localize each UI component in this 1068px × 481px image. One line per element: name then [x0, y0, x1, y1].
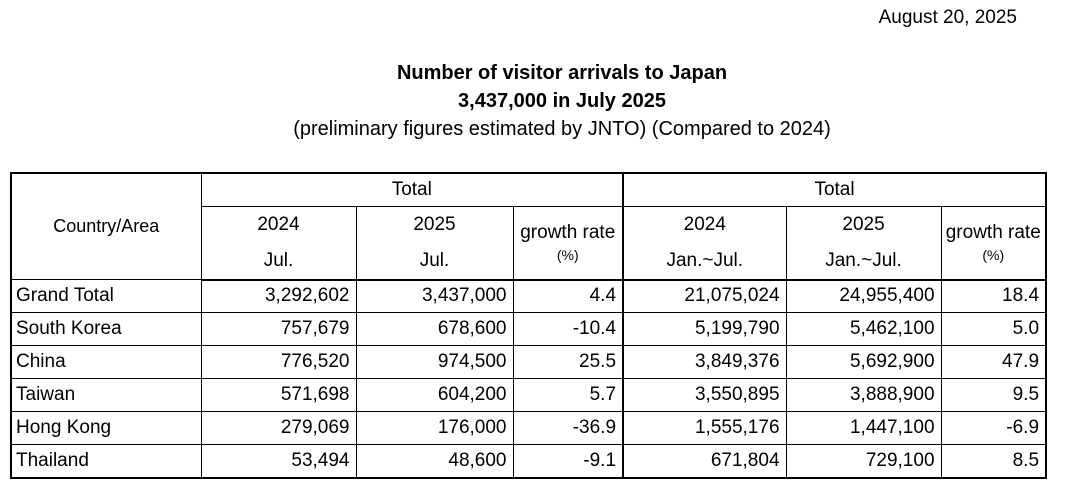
cell-growth-jul: -36.9	[512, 411, 625, 445]
header-group1-total: Total	[200, 172, 625, 207]
cell-jan-jul-2024: 3,849,376	[622, 345, 787, 379]
header-2025-jan-jul-period: Jan.~Jul.	[825, 249, 902, 271]
table-row-hong-kong: Hong Kong 279,069 176,000 -36.9 1,555,17…	[10, 411, 1047, 445]
title-block: Number of visitor arrivals to Japan 3,43…	[56, 59, 1068, 143]
title-line-3: (preliminary figures estimated by JNTO) …	[293, 118, 831, 140]
cell-country: Taiwan	[10, 378, 202, 412]
cell-growth-jul: 25.5	[512, 345, 625, 379]
cell-jan-jul-2025: 1,447,100	[785, 411, 942, 445]
cell-country: Grand Total	[10, 279, 202, 313]
table-row-taiwan: Taiwan 571,698 604,200 5.7 3,550,895 3,8…	[10, 378, 1047, 412]
cell-jan-jul-2024: 1,555,176	[622, 411, 787, 445]
header-2024-jul-text: 2024 Jul.	[202, 207, 355, 278]
cell-growth-jul: 4.4	[512, 279, 625, 313]
header-growth-rate-jul: growth rate (%)	[512, 205, 625, 281]
header-2024-jan-jul-year: 2024	[683, 213, 726, 235]
table-row-grand-total: Grand Total 3,292,602 3,437,000 4.4 21,0…	[10, 279, 1047, 313]
cell-jul-2024: 571,698	[200, 378, 357, 412]
title-line-1: Number of visitor arrivals to Japan	[396, 62, 728, 84]
header-2025-jan-jul-text: 2025 Jan.~Jul.	[787, 207, 940, 278]
header-growth-rate-jan-jul: growth rate (%)	[940, 205, 1047, 281]
header-row-groups: Country/Area Total Total	[10, 172, 1047, 280]
header-growth-rate-jan-jul-unit: (%)	[982, 246, 1005, 263]
header-2025-jul-period: Jul.	[419, 249, 450, 271]
visitor-arrivals-table: Country/Area Total Total 2024 Jul. 2025 …	[10, 172, 1048, 479]
cell-jan-jul-2024: 3,550,895	[622, 378, 787, 412]
cell-jan-jul-2024: 5,199,790	[622, 312, 787, 346]
cell-jul-2025: 678,600	[355, 312, 514, 346]
header-2024-jan-jul-text: 2024 Jan.~Jul.	[624, 207, 785, 278]
cell-jul-2025: 3,437,000	[355, 279, 514, 313]
table-row-thailand: Thailand 53,494 48,600 -9.1 671,804 729,…	[10, 444, 1047, 478]
cell-jan-jul-2024: 21,075,024	[622, 279, 787, 313]
cell-growth-jan-jul: 47.9	[940, 345, 1047, 379]
header-2024-jul-period: Jul.	[263, 249, 294, 271]
cell-jul-2024: 757,679	[200, 312, 357, 346]
cell-jan-jul-2025: 729,100	[785, 444, 942, 478]
header-row-columns: 2024 Jul. 2025 Jul. growth rate (%)	[11, 205, 1047, 281]
header-2024-jan-jul-period: Jan.~Jul.	[666, 249, 744, 271]
cell-growth-jan-jul: -6.9	[940, 411, 1047, 445]
cell-growth-jul: -10.4	[512, 312, 625, 346]
table-row-south-korea: South Korea 757,679 678,600 -10.4 5,199,…	[10, 312, 1047, 346]
header-group2-total: Total	[622, 172, 1047, 207]
cell-jan-jul-2024: 671,804	[622, 444, 787, 478]
cell-jan-jul-2025: 5,462,100	[785, 312, 942, 346]
header-2025-jul: 2025 Jul.	[355, 205, 514, 281]
cell-growth-jan-jul: 18.4	[940, 279, 1047, 313]
header-2025-jan-jul-year: 2025	[842, 213, 885, 235]
header-2024-jan-jul: 2024 Jan.~Jul.	[622, 205, 787, 281]
cell-jul-2025: 48,600	[355, 444, 514, 478]
cell-jul-2024: 3,292,602	[200, 279, 357, 313]
document-date: August 20, 2025	[878, 7, 1017, 28]
header-2024-jul-year: 2024	[257, 213, 300, 235]
cell-country: Hong Kong	[10, 411, 202, 445]
cell-growth-jul: 5.7	[512, 378, 625, 412]
table-body: Grand Total 3,292,602 3,437,000 4.4 21,0…	[10, 279, 1047, 478]
cell-jan-jul-2025: 3,888,900	[785, 378, 942, 412]
header-growth-rate-jul-label: growth rate	[520, 221, 616, 243]
cell-jul-2025: 974,500	[355, 345, 514, 379]
header-2024-jul: 2024 Jul.	[200, 205, 357, 281]
table-row-china: China 776,520 974,500 25.5 3,849,376 5,6…	[10, 345, 1047, 379]
cell-jan-jul-2025: 24,955,400	[785, 279, 942, 313]
table-header: Country/Area Total Total 2024 Jul. 2025 …	[10, 172, 1047, 281]
header-growth-rate-jul-text: growth rate (%)	[514, 221, 621, 265]
cell-growth-jan-jul: 9.5	[940, 378, 1047, 412]
cell-jan-jul-2025: 5,692,900	[785, 345, 942, 379]
header-2025-jul-text: 2025 Jul.	[357, 207, 512, 278]
cell-growth-jan-jul: 8.5	[940, 444, 1047, 478]
cell-country: China	[10, 345, 202, 379]
cell-jul-2025: 176,000	[355, 411, 514, 445]
header-growth-rate-jul-unit: (%)	[556, 246, 579, 263]
header-2025-jan-jul: 2025 Jan.~Jul.	[785, 205, 942, 281]
cell-growth-jul: -9.1	[512, 444, 625, 478]
cell-country: Thailand	[10, 444, 202, 478]
header-growth-rate-jan-jul-text: growth rate (%)	[942, 221, 1045, 265]
cell-growth-jan-jul: 5.0	[940, 312, 1047, 346]
cell-jul-2025: 604,200	[355, 378, 514, 412]
cell-country: South Korea	[10, 312, 202, 346]
header-country-area: Country/Area	[10, 172, 202, 280]
header-growth-rate-jan-jul-label: growth rate	[945, 221, 1041, 243]
cell-jul-2024: 776,520	[200, 345, 357, 379]
cell-jul-2024: 279,069	[200, 411, 357, 445]
header-2025-jul-year: 2025	[413, 213, 456, 235]
cell-jul-2024: 53,494	[200, 444, 357, 478]
title-line-2: 3,437,000 in July 2025	[458, 90, 666, 112]
